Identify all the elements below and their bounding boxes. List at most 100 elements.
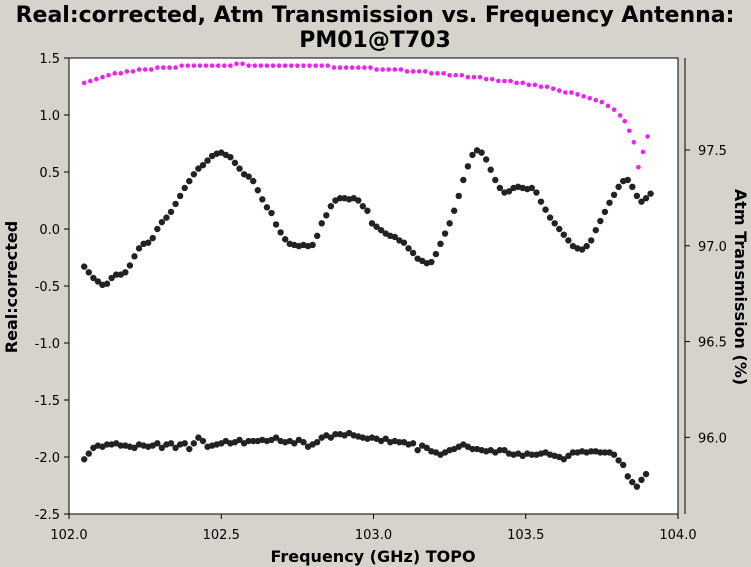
real-point bbox=[642, 470, 650, 478]
real-point bbox=[113, 271, 120, 278]
x-tick-label: 104.0 bbox=[659, 528, 696, 543]
y-tick-label: 0.0 bbox=[39, 223, 60, 238]
real-point bbox=[81, 263, 88, 270]
real-point bbox=[615, 183, 622, 191]
atm-point bbox=[222, 63, 227, 68]
y2-tick-label: 97.0 bbox=[698, 240, 727, 255]
real-point bbox=[359, 203, 367, 210]
real-point bbox=[409, 249, 417, 257]
x-tick-label: 102.5 bbox=[203, 528, 240, 543]
atm-point bbox=[185, 63, 191, 68]
real-point bbox=[478, 149, 485, 156]
atm-point bbox=[258, 63, 264, 68]
real-point bbox=[176, 192, 184, 200]
real-point bbox=[231, 159, 239, 167]
real-point bbox=[528, 184, 536, 192]
real-point bbox=[432, 250, 440, 258]
real-point bbox=[245, 173, 252, 180]
y-tick-label: 1.0 bbox=[39, 109, 60, 124]
real-point bbox=[135, 245, 143, 252]
chart-title-line-2: PM01@T703 bbox=[299, 28, 451, 53]
x-tick-label: 103.0 bbox=[355, 528, 392, 543]
real-point bbox=[450, 207, 458, 214]
atm-point bbox=[429, 71, 434, 76]
atm-point bbox=[538, 84, 544, 90]
real-point bbox=[588, 237, 595, 244]
real-point bbox=[154, 440, 161, 447]
real-point bbox=[501, 446, 508, 454]
real-point bbox=[195, 434, 202, 441]
real-point bbox=[368, 220, 376, 227]
real-point bbox=[373, 223, 380, 230]
atm-point bbox=[587, 95, 592, 101]
real-point bbox=[505, 188, 513, 195]
atm-point bbox=[593, 97, 599, 103]
atm-point bbox=[349, 65, 355, 70]
real-point bbox=[565, 452, 572, 460]
atm-point bbox=[556, 88, 562, 93]
real-point bbox=[85, 450, 92, 457]
real-point bbox=[610, 451, 618, 458]
real-point bbox=[199, 161, 207, 169]
atm-point bbox=[599, 99, 605, 105]
real-point bbox=[560, 231, 568, 238]
real-corrected-series-1 bbox=[81, 147, 654, 289]
atm-point bbox=[203, 63, 209, 68]
atm-point bbox=[514, 80, 519, 86]
x-tick-label: 103.5 bbox=[507, 528, 544, 543]
atm-point bbox=[386, 67, 392, 72]
real-point bbox=[281, 236, 289, 243]
atm-point bbox=[100, 74, 105, 80]
real-point bbox=[167, 440, 175, 447]
real-point bbox=[204, 157, 211, 164]
atm-point bbox=[343, 65, 349, 70]
y2-tick-label: 96.0 bbox=[698, 431, 727, 446]
real-point bbox=[405, 245, 412, 252]
atm-point bbox=[483, 76, 489, 82]
atm-point bbox=[179, 63, 184, 68]
y2-axis-label: Atm Transmission (%) bbox=[731, 189, 750, 385]
real-point bbox=[597, 449, 604, 456]
y-tick-label: -2.5 bbox=[35, 508, 60, 523]
atm-point bbox=[477, 74, 483, 80]
atm-point bbox=[313, 63, 318, 68]
real-point bbox=[103, 280, 111, 287]
atm-point bbox=[532, 82, 538, 88]
real-point bbox=[327, 203, 335, 210]
real-point bbox=[149, 234, 156, 242]
atm-point bbox=[118, 71, 124, 76]
atm-point bbox=[325, 63, 331, 68]
atm-point bbox=[622, 118, 628, 124]
atm-point bbox=[581, 94, 586, 99]
real-point bbox=[606, 199, 613, 206]
atm-point bbox=[264, 63, 270, 68]
atm-point bbox=[209, 63, 215, 68]
atm-point bbox=[374, 67, 379, 72]
y-tick-label: 1.5 bbox=[39, 52, 60, 67]
real-point bbox=[254, 187, 261, 194]
atm-point bbox=[173, 65, 178, 70]
atm-point bbox=[392, 67, 398, 72]
atm-point bbox=[112, 71, 117, 76]
atm-point bbox=[563, 90, 568, 95]
atm-point bbox=[617, 113, 623, 118]
chart-title-line-1: Real:corrected, Atm Transmission vs. Fre… bbox=[16, 3, 735, 28]
real-point bbox=[103, 441, 111, 448]
atm-point bbox=[301, 63, 306, 68]
atm-point bbox=[645, 134, 650, 139]
real-point bbox=[542, 206, 549, 213]
atm-point bbox=[191, 63, 197, 68]
real-point bbox=[469, 445, 476, 453]
atm-point bbox=[215, 63, 221, 68]
real-point bbox=[172, 200, 179, 208]
atm-point bbox=[362, 65, 367, 70]
atm-point bbox=[471, 74, 477, 80]
real-point bbox=[638, 198, 645, 205]
real-point bbox=[313, 438, 321, 446]
real-point bbox=[533, 189, 540, 196]
atm-point bbox=[136, 67, 142, 72]
real-point bbox=[181, 184, 188, 192]
atm-point bbox=[81, 80, 87, 86]
atm-point bbox=[142, 67, 148, 72]
atm-point bbox=[544, 84, 550, 90]
